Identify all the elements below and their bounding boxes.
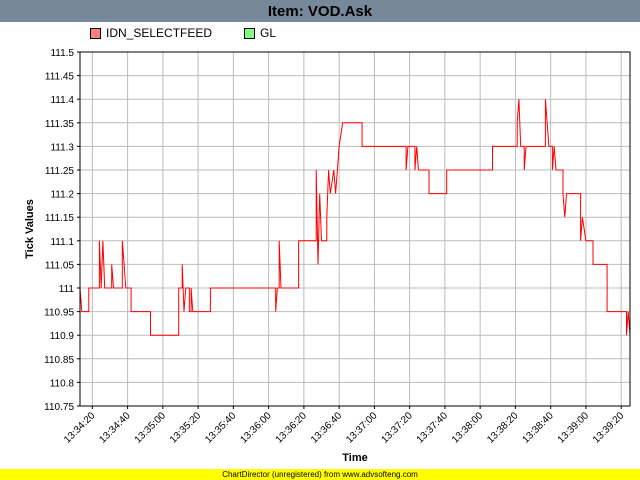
series-group	[79, 99, 631, 359]
y-tick-label: 111.05	[45, 260, 75, 271]
chart-title: Item: VOD.Ask	[267, 2, 373, 20]
y-tick-label: 111.35	[45, 119, 75, 130]
legend-swatch-idn-selectfeed	[90, 27, 101, 39]
x-tick-label: 13:35:00	[133, 410, 169, 446]
y-tick-label: 110.85	[44, 355, 74, 366]
legend-item-gl: GL	[244, 26, 276, 40]
x-tick-label: 13:34:40	[97, 410, 133, 446]
x-tick-label: 13:34:20	[62, 410, 98, 446]
y-tick-label: 110.95	[44, 308, 74, 319]
y-tick-label: 111.15	[45, 213, 75, 224]
chart-title-bar: Item: VOD.Ask	[0, 0, 640, 22]
x-tick-label: 13:38:20	[485, 410, 521, 446]
y-tick-label: 111	[59, 284, 75, 295]
y-tick-label: 111.25	[45, 166, 75, 177]
x-tick-label: 13:39:20	[591, 410, 627, 446]
legend: IDN_SELECTFEED GL	[90, 25, 308, 41]
y-tick-label: 110.8	[50, 378, 75, 389]
x-tick-label: 13:37:00	[344, 410, 380, 446]
x-tick-label: 13:39:00	[556, 410, 592, 446]
legend-label-gl: GL	[260, 26, 277, 40]
plot-area	[80, 52, 630, 406]
y-tick-label: 111.5	[50, 48, 74, 59]
series-line-idn-selectfeed	[79, 99, 631, 359]
y-tick-label: 111.3	[50, 142, 74, 153]
plot-border	[79, 51, 631, 407]
y-tick-label: 111.1	[50, 237, 74, 248]
x-axis: 13:34:20 13:34:40 13:35:00 13:35:20 13:35:40…	[62, 406, 627, 446]
x-tick-label: 13:36:20	[274, 410, 310, 446]
y-tick-label: 110.9	[50, 331, 75, 342]
legend-label-idn-selectfeed: IDN_SELECTFEED	[106, 26, 213, 40]
x-tick-label: 13:36:00	[238, 410, 274, 446]
y-tick-label: 111.2	[50, 190, 74, 201]
y-tick-label: 111.45	[45, 72, 75, 83]
x-tick-label: 13:35:40	[203, 410, 239, 446]
legend-swatch-gl	[244, 27, 256, 39]
legend-item-idn-selectfeed: IDN_SELECTFEED	[90, 26, 212, 40]
y-tick-label: 110.75	[44, 402, 74, 413]
y-axis: 111.5 111.45 111.4 111.35 111.3 111.25 111.2 11…	[44, 48, 80, 413]
x-tick-label: 13:37:20	[379, 410, 415, 446]
x-axis-title: Time	[342, 452, 367, 464]
x-tick-label: 13:36:40	[309, 410, 345, 446]
x-tick-label: 13:35:20	[168, 410, 204, 446]
y-tick-label: 111.4	[50, 95, 74, 106]
footer: ChartDirector (unregistered) from www.ad…	[0, 469, 640, 480]
x-tick-label: 13:37:40	[415, 410, 451, 446]
line-chart: 111.5 111.45 111.4 111.35 111.3 111.25 111.2 11…	[24, 48, 631, 464]
y-axis-title: Tick Values	[24, 199, 36, 259]
x-tick-label: 13:38:00	[450, 410, 486, 446]
x-tick-label: 13:38:40	[520, 410, 556, 446]
